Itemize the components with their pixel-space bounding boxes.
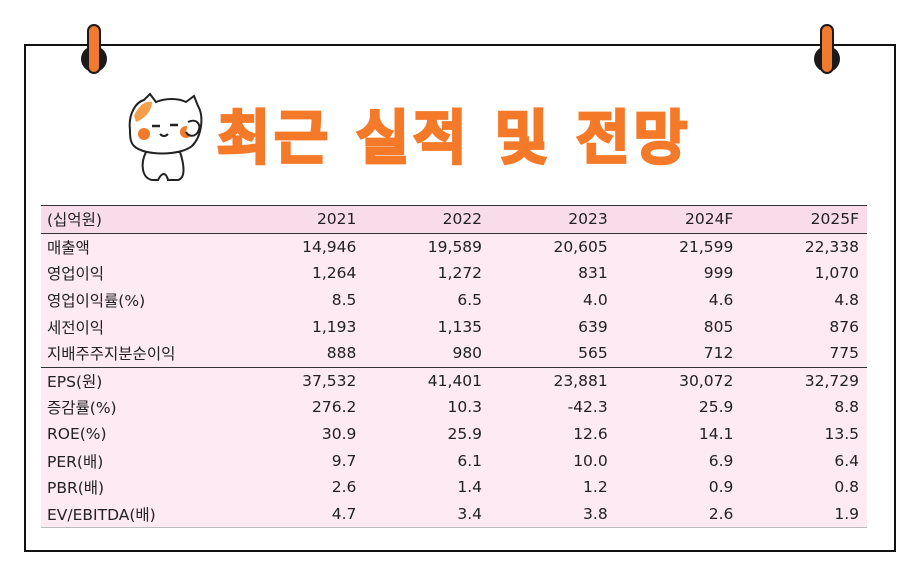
cell-value: 1,070 (814, 264, 860, 283)
table-row: ROE(%) 30.9 25.9 12.6 14.1 13.5 (41, 420, 867, 448)
cell-value: 4.7 (216, 500, 357, 529)
row-label: 세전이익 (47, 318, 105, 337)
cell-value: 10.0 (573, 451, 608, 470)
cell-value: 1.2 (583, 478, 608, 497)
cell-value: 1,264 (312, 264, 357, 283)
cell-value: 1.9 (733, 500, 860, 529)
cell-value: 1,135 (437, 317, 483, 336)
cell-value: 19,589 (427, 237, 483, 256)
table-row: PBR(배) 2.6 1.4 1.2 0.9 0.8 (41, 473, 867, 501)
cell-value: 41,401 (356, 366, 483, 395)
cell-value: 999 (703, 264, 734, 283)
row-label: 영업이익률(%) (47, 292, 146, 311)
table-row: 매출액 14,946 19,589 20,605 21,599 22,338 (41, 233, 867, 261)
cell-value: 712 (703, 344, 734, 363)
cell-value: 1.4 (457, 478, 483, 497)
row-label: EPS(원) (41, 366, 217, 395)
cell-value: 639 (578, 317, 608, 336)
table-row: EV/EBITDA(배) 4.7 3.4 3.8 2.6 1.9 (41, 500, 867, 529)
cell-value: 9.7 (331, 451, 357, 470)
cell-value: 6.5 (457, 291, 483, 310)
cell-value: 6.4 (834, 451, 860, 470)
cell-value: 0.9 (708, 478, 734, 497)
cell-value: 14,946 (302, 237, 357, 256)
cell-value: 1,193 (312, 317, 357, 336)
cell-value: 2.6 (607, 500, 734, 529)
cell-value: 30,072 (607, 366, 734, 395)
cell-value: 10.3 (447, 398, 483, 417)
row-label: 영업이익 (47, 265, 105, 284)
cell-value: 876 (829, 317, 860, 336)
table-row: 증감률(%) 276.2 10.3 -42.3 25.9 8.8 (41, 394, 867, 421)
cell-value: 888 (326, 344, 357, 363)
cell-value: -42.3 (567, 398, 608, 417)
financial-table: (십억원) 2021 2022 2023 2024F 2025F 매출액 14,… (41, 205, 867, 529)
cell-value: 6.9 (708, 451, 734, 470)
cell-value: 14.1 (698, 425, 734, 444)
cell-value: 4.8 (834, 291, 860, 310)
cell-value: 4.6 (708, 291, 734, 310)
table-row: 영업이익률(%) 8.5 6.5 4.0 4.6 4.8 (41, 286, 867, 314)
cell-value: 23,881 (482, 366, 608, 395)
cell-value: 4.0 (583, 291, 608, 310)
row-label: 매출액 (47, 238, 90, 257)
cell-value: 775 (829, 344, 860, 363)
cell-value: 22,338 (804, 237, 860, 256)
header-cell: (십억원) (47, 211, 102, 230)
header-cell: 2022 (442, 210, 483, 229)
cell-value: 2.6 (331, 478, 357, 497)
row-label: ROE(%) (47, 425, 107, 444)
cell-value: 25.9 (447, 425, 483, 444)
cell-value: 3.4 (356, 500, 483, 529)
table-header-row: (십억원) 2021 2022 2023 2024F 2025F (41, 205, 867, 234)
cell-value: 831 (578, 264, 608, 283)
row-label: 증감률(%) (47, 399, 117, 418)
row-label: 지배주주지분순이익 (47, 345, 176, 364)
row-label: EV/EBITDA(배) (41, 500, 217, 529)
cell-value: 8.5 (331, 291, 357, 310)
table-row: EPS(원) 37,532 41,401 23,881 30,072 32,72… (41, 366, 867, 395)
cat-mascot-icon (128, 92, 203, 181)
table-row: PER(배) 9.7 6.1 10.0 6.9 6.4 (41, 447, 867, 474)
cell-value: 276.2 (312, 398, 357, 417)
row-label: PER(배) (47, 452, 104, 471)
cell-value: 1,272 (437, 264, 483, 283)
header-cell: 2024F (684, 210, 734, 229)
page-title: 최근 실적 및 전망 (215, 103, 692, 174)
table-row: 지배주주지분순이익 888 980 565 712 775 (41, 339, 867, 368)
table-row: 세전이익 1,193 1,135 639 805 876 (41, 313, 867, 340)
row-label: PBR(배) (47, 479, 105, 498)
header-cell: 2023 (568, 210, 608, 229)
cell-value: 3.8 (482, 500, 608, 529)
header-cell: 2021 (316, 210, 357, 229)
cell-value: 20,605 (553, 237, 608, 256)
cell-value: 21,599 (679, 237, 734, 256)
cell-value: 12.6 (573, 425, 608, 444)
cell-value: 32,729 (733, 366, 860, 395)
cell-value: 30.9 (321, 425, 357, 444)
cell-value: 25.9 (698, 398, 734, 417)
cell-value: 37,532 (216, 366, 357, 395)
cell-value: 805 (703, 317, 734, 336)
header-cell: 2025F (810, 210, 860, 229)
cell-value: 13.5 (824, 425, 860, 444)
cell-value: 6.1 (457, 451, 483, 470)
cell-value: 980 (452, 344, 483, 363)
table-row: 영업이익 1,264 1,272 831 999 1,070 (41, 260, 867, 287)
cell-value: 565 (578, 344, 608, 363)
cell-value: 8.8 (834, 398, 860, 417)
cell-value: 0.8 (834, 478, 860, 497)
